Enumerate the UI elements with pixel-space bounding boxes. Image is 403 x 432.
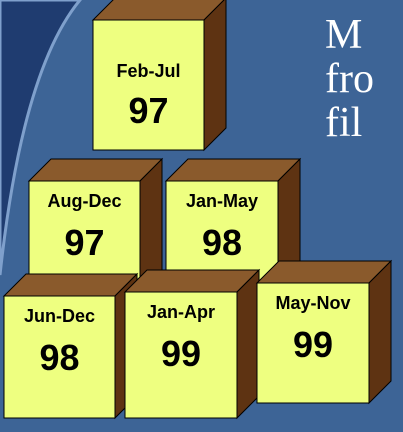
box-top <box>125 270 259 292</box>
box-top <box>166 159 300 181</box>
box: May-Nov 99 <box>257 261 391 403</box>
box-side <box>204 0 226 150</box>
box-side <box>369 261 391 403</box>
box-label: Jan-Apr <box>147 302 215 322</box>
box: Feb-Jul 97 <box>93 0 226 150</box>
box-year: 98 <box>202 222 242 263</box>
box-label: Jan-May <box>186 191 258 211</box>
slide-text: M <box>325 12 362 58</box>
box-year: 97 <box>64 222 104 263</box>
box-label: Aug-Dec <box>47 191 121 211</box>
box-label: May-Nov <box>275 293 350 313</box>
box-top <box>257 261 391 283</box>
box-top <box>29 159 162 181</box>
box-year: 98 <box>39 337 79 378</box>
box-top <box>4 274 137 296</box>
box-year: 99 <box>161 333 201 374</box>
box-year: 99 <box>293 324 333 365</box>
box-top <box>93 0 226 20</box>
slide-text: fil <box>325 100 362 146</box>
box-side <box>237 270 259 418</box>
box: Jan-Apr 99 <box>125 270 259 418</box>
box-year: 97 <box>128 90 168 131</box>
box: Jun-Dec 98 <box>4 274 137 418</box>
box-label: Feb-Jul <box>116 61 180 81</box>
slide: Feb-Jul 97 Aug-Dec 97 Jan-May 98 Jun-Dec 98 Jan-… <box>0 0 403 432</box>
slide-text: fro <box>325 56 374 102</box>
box-label: Jun-Dec <box>24 306 95 326</box>
